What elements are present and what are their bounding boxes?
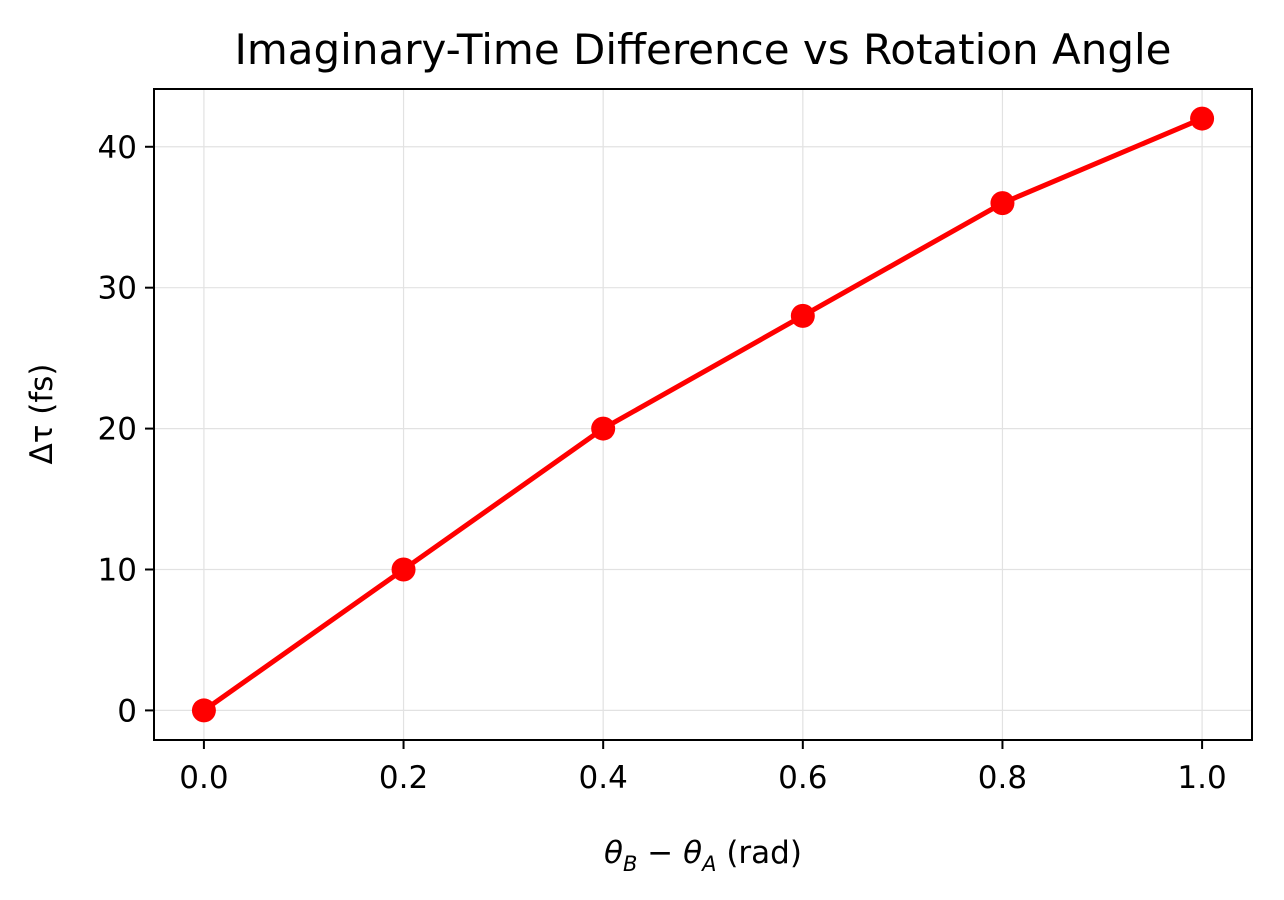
y-tick-label: 40: [98, 130, 137, 166]
axis-ticks: 0.0 0.2 0.4 0.6 0.8 1.0 0 10 20 30 40: [98, 130, 1227, 796]
data-point-marker: [391, 557, 416, 582]
y-tick-label: 10: [98, 553, 137, 589]
x-axis-label-subscript-b: B: [623, 852, 637, 876]
data-point-marker: [790, 303, 815, 328]
data-point-marker: [591, 416, 616, 441]
y-tick-label: 30: [98, 271, 137, 307]
y-tick-label: 20: [98, 412, 137, 448]
x-tick-label: 0.6: [778, 760, 827, 796]
chart-title: Imaginary-Time Difference vs Rotation An…: [234, 25, 1171, 74]
y-tick-label: 0: [117, 693, 137, 729]
plot-area-frame: [153, 88, 1253, 741]
x-axis-label: θB − θA (rad): [604, 835, 802, 876]
y-axis-label: Δτ (fs): [24, 364, 60, 465]
data-series: [191, 106, 1215, 723]
grid-lines: [154, 89, 1252, 740]
x-tick-label: 0.4: [579, 760, 628, 796]
x-axis-label-unit: (rad): [716, 835, 801, 871]
x-tick-label: 0.8: [978, 760, 1027, 796]
x-tick-label: 0.2: [379, 760, 428, 796]
data-point-marker: [191, 698, 216, 723]
x-axis-label-minus: −: [637, 835, 683, 871]
x-axis-label-symbol-a: θ: [683, 835, 702, 871]
x-axis-label-subscript-a: A: [700, 852, 716, 876]
data-point-marker: [1190, 106, 1215, 131]
series-line: [201, 116, 1205, 713]
x-axis-label-symbol-b: θ: [604, 835, 623, 871]
x-tick-label: 0.0: [179, 760, 228, 796]
data-point-marker: [990, 191, 1015, 216]
x-tick-label: 1.0: [1177, 760, 1226, 796]
